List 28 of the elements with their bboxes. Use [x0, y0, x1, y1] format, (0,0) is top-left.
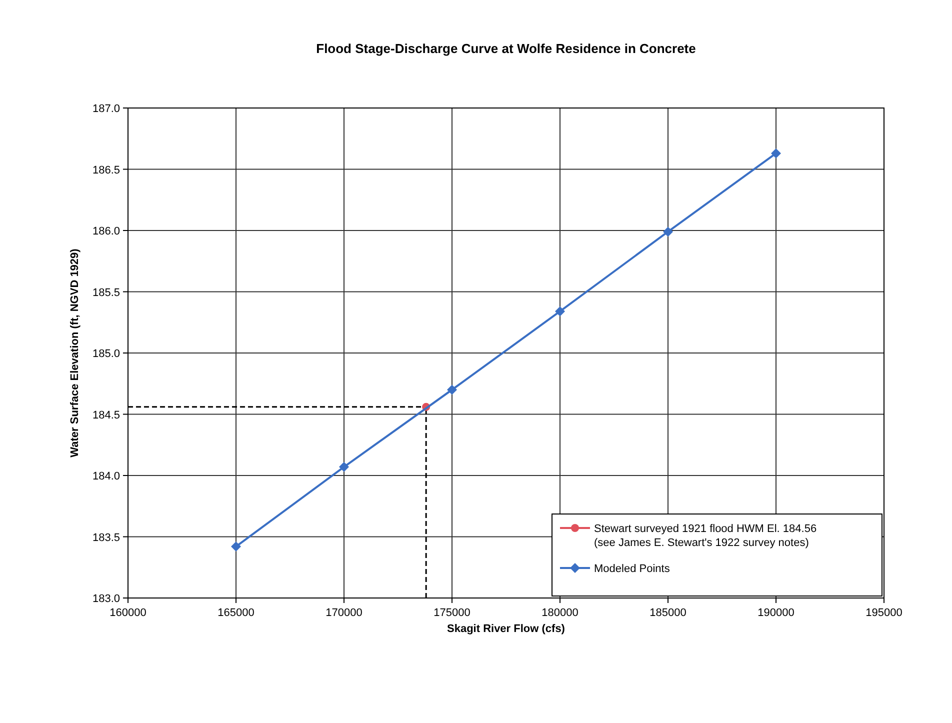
- legend-label: Modeled Points: [594, 563, 670, 575]
- x-tick-label: 165000: [218, 607, 254, 619]
- y-tick-label: 186.0: [92, 226, 120, 238]
- x-tick-label: 180000: [542, 607, 578, 619]
- y-tick-label: 187.0: [92, 103, 120, 115]
- x-tick-label: 175000: [434, 607, 470, 619]
- point: [447, 384, 457, 395]
- x-tick-label: 185000: [650, 607, 686, 619]
- point: [663, 226, 673, 237]
- y-tick-label: 184.0: [92, 470, 120, 482]
- point: [771, 148, 781, 158]
- x-tick-label: 170000: [326, 607, 362, 619]
- y-axis-title: Water Surface Elevation (ft, NGVD 1929): [69, 248, 81, 458]
- y-tick-label: 183.5: [92, 532, 120, 544]
- y-tick-label: 186.5: [92, 164, 120, 176]
- y-tick-label: 183.0: [92, 593, 120, 605]
- y-tick-label: 185.5: [92, 286, 120, 299]
- x-tick-label: 195000: [866, 607, 902, 619]
- x-tick-label: 160000: [110, 607, 146, 619]
- chart-title: Flood Stage-Discharge Curve at Wolfe Residence in Concrete: [316, 41, 696, 56]
- x-axis-title: Skagit River Flow (cfs): [447, 623, 566, 635]
- x-tick-label: 190000: [758, 607, 794, 619]
- y-tick-label: 185.0: [92, 348, 120, 360]
- point: [339, 462, 349, 472]
- legend-label: Stewart surveyed 1921 flood HWM El. 184.56 (see James E. Stewart's 1922 survey notes): [594, 523, 817, 549]
- point: [231, 542, 241, 552]
- y-tick-label: 184.5: [92, 409, 120, 422]
- point: [555, 306, 565, 316]
